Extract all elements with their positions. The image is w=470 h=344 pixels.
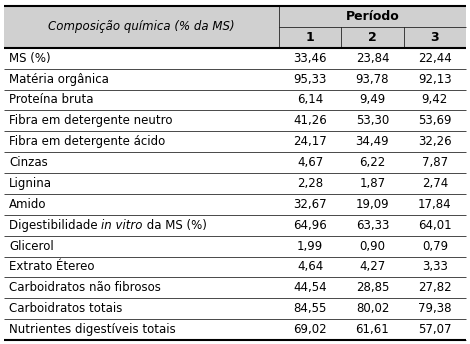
Text: 69,02: 69,02 [293,323,327,336]
Text: Fibra em detergente ácido: Fibra em detergente ácido [9,135,165,148]
Text: 1: 1 [306,31,314,44]
Text: 32,67: 32,67 [293,198,327,211]
Text: 92,13: 92,13 [418,73,452,86]
Text: 95,33: 95,33 [293,73,327,86]
Text: 61,61: 61,61 [356,323,389,336]
Text: da MS (%): da MS (%) [143,219,207,232]
Text: 53,69: 53,69 [418,114,452,127]
Text: 9,49: 9,49 [360,94,385,106]
Text: 79,38: 79,38 [418,302,452,315]
Text: 84,55: 84,55 [293,302,327,315]
Text: 2: 2 [368,31,377,44]
Text: 32,26: 32,26 [418,135,452,148]
Text: 6,22: 6,22 [360,156,385,169]
Text: Lignina: Lignina [9,177,52,190]
Text: 34,49: 34,49 [356,135,389,148]
Text: 53,30: 53,30 [356,114,389,127]
Text: 9,42: 9,42 [422,94,448,106]
Text: Matéria orgânica: Matéria orgânica [9,73,109,86]
Text: 33,46: 33,46 [293,52,327,65]
Text: 4,64: 4,64 [297,260,323,273]
Text: Nutrientes digestíveis totais: Nutrientes digestíveis totais [9,323,176,336]
Text: 64,01: 64,01 [418,219,452,232]
Text: Fibra em detergente neutro: Fibra em detergente neutro [9,114,172,127]
Text: 0,90: 0,90 [360,239,385,252]
Text: 80,02: 80,02 [356,302,389,315]
Text: MS (%): MS (%) [9,52,51,65]
Bar [4,48,466,340]
Text: Composição química (% da MS): Composição química (% da MS) [48,20,235,33]
Text: 1,87: 1,87 [360,177,385,190]
Text: 4,67: 4,67 [297,156,323,169]
Text: 3: 3 [431,31,439,44]
Text: Glicerol: Glicerol [9,239,54,252]
Text: 2,74: 2,74 [422,177,448,190]
Text: 17,84: 17,84 [418,198,452,211]
Text: Carboidratos não fibrosos: Carboidratos não fibrosos [9,281,161,294]
Text: 7,87: 7,87 [422,156,448,169]
Bar [4,6,466,48]
Text: 44,54: 44,54 [293,281,327,294]
Text: 64,96: 64,96 [293,219,327,232]
Text: 23,84: 23,84 [356,52,389,65]
Text: Carboidratos totais: Carboidratos totais [9,302,122,315]
Text: Período: Período [345,10,400,23]
Text: 6,14: 6,14 [297,94,323,106]
Text: 22,44: 22,44 [418,52,452,65]
Text: 57,07: 57,07 [418,323,452,336]
Text: 4,27: 4,27 [360,260,385,273]
Text: 24,17: 24,17 [293,135,327,148]
Text: Cinzas: Cinzas [9,156,48,169]
Text: 3,33: 3,33 [422,260,448,273]
Text: Extrato Étereo: Extrato Étereo [9,260,94,273]
Text: Digestibilidade: Digestibilidade [9,219,102,232]
Text: 0,79: 0,79 [422,239,448,252]
Text: in vitro: in vitro [102,219,143,232]
Text: Amido: Amido [9,198,47,211]
Text: Proteína bruta: Proteína bruta [9,94,94,106]
Text: 28,85: 28,85 [356,281,389,294]
Text: 63,33: 63,33 [356,219,389,232]
Text: 41,26: 41,26 [293,114,327,127]
Text: 93,78: 93,78 [356,73,389,86]
Text: 19,09: 19,09 [356,198,389,211]
Text: 2,28: 2,28 [297,177,323,190]
Text: 27,82: 27,82 [418,281,452,294]
Text: 1,99: 1,99 [297,239,323,252]
